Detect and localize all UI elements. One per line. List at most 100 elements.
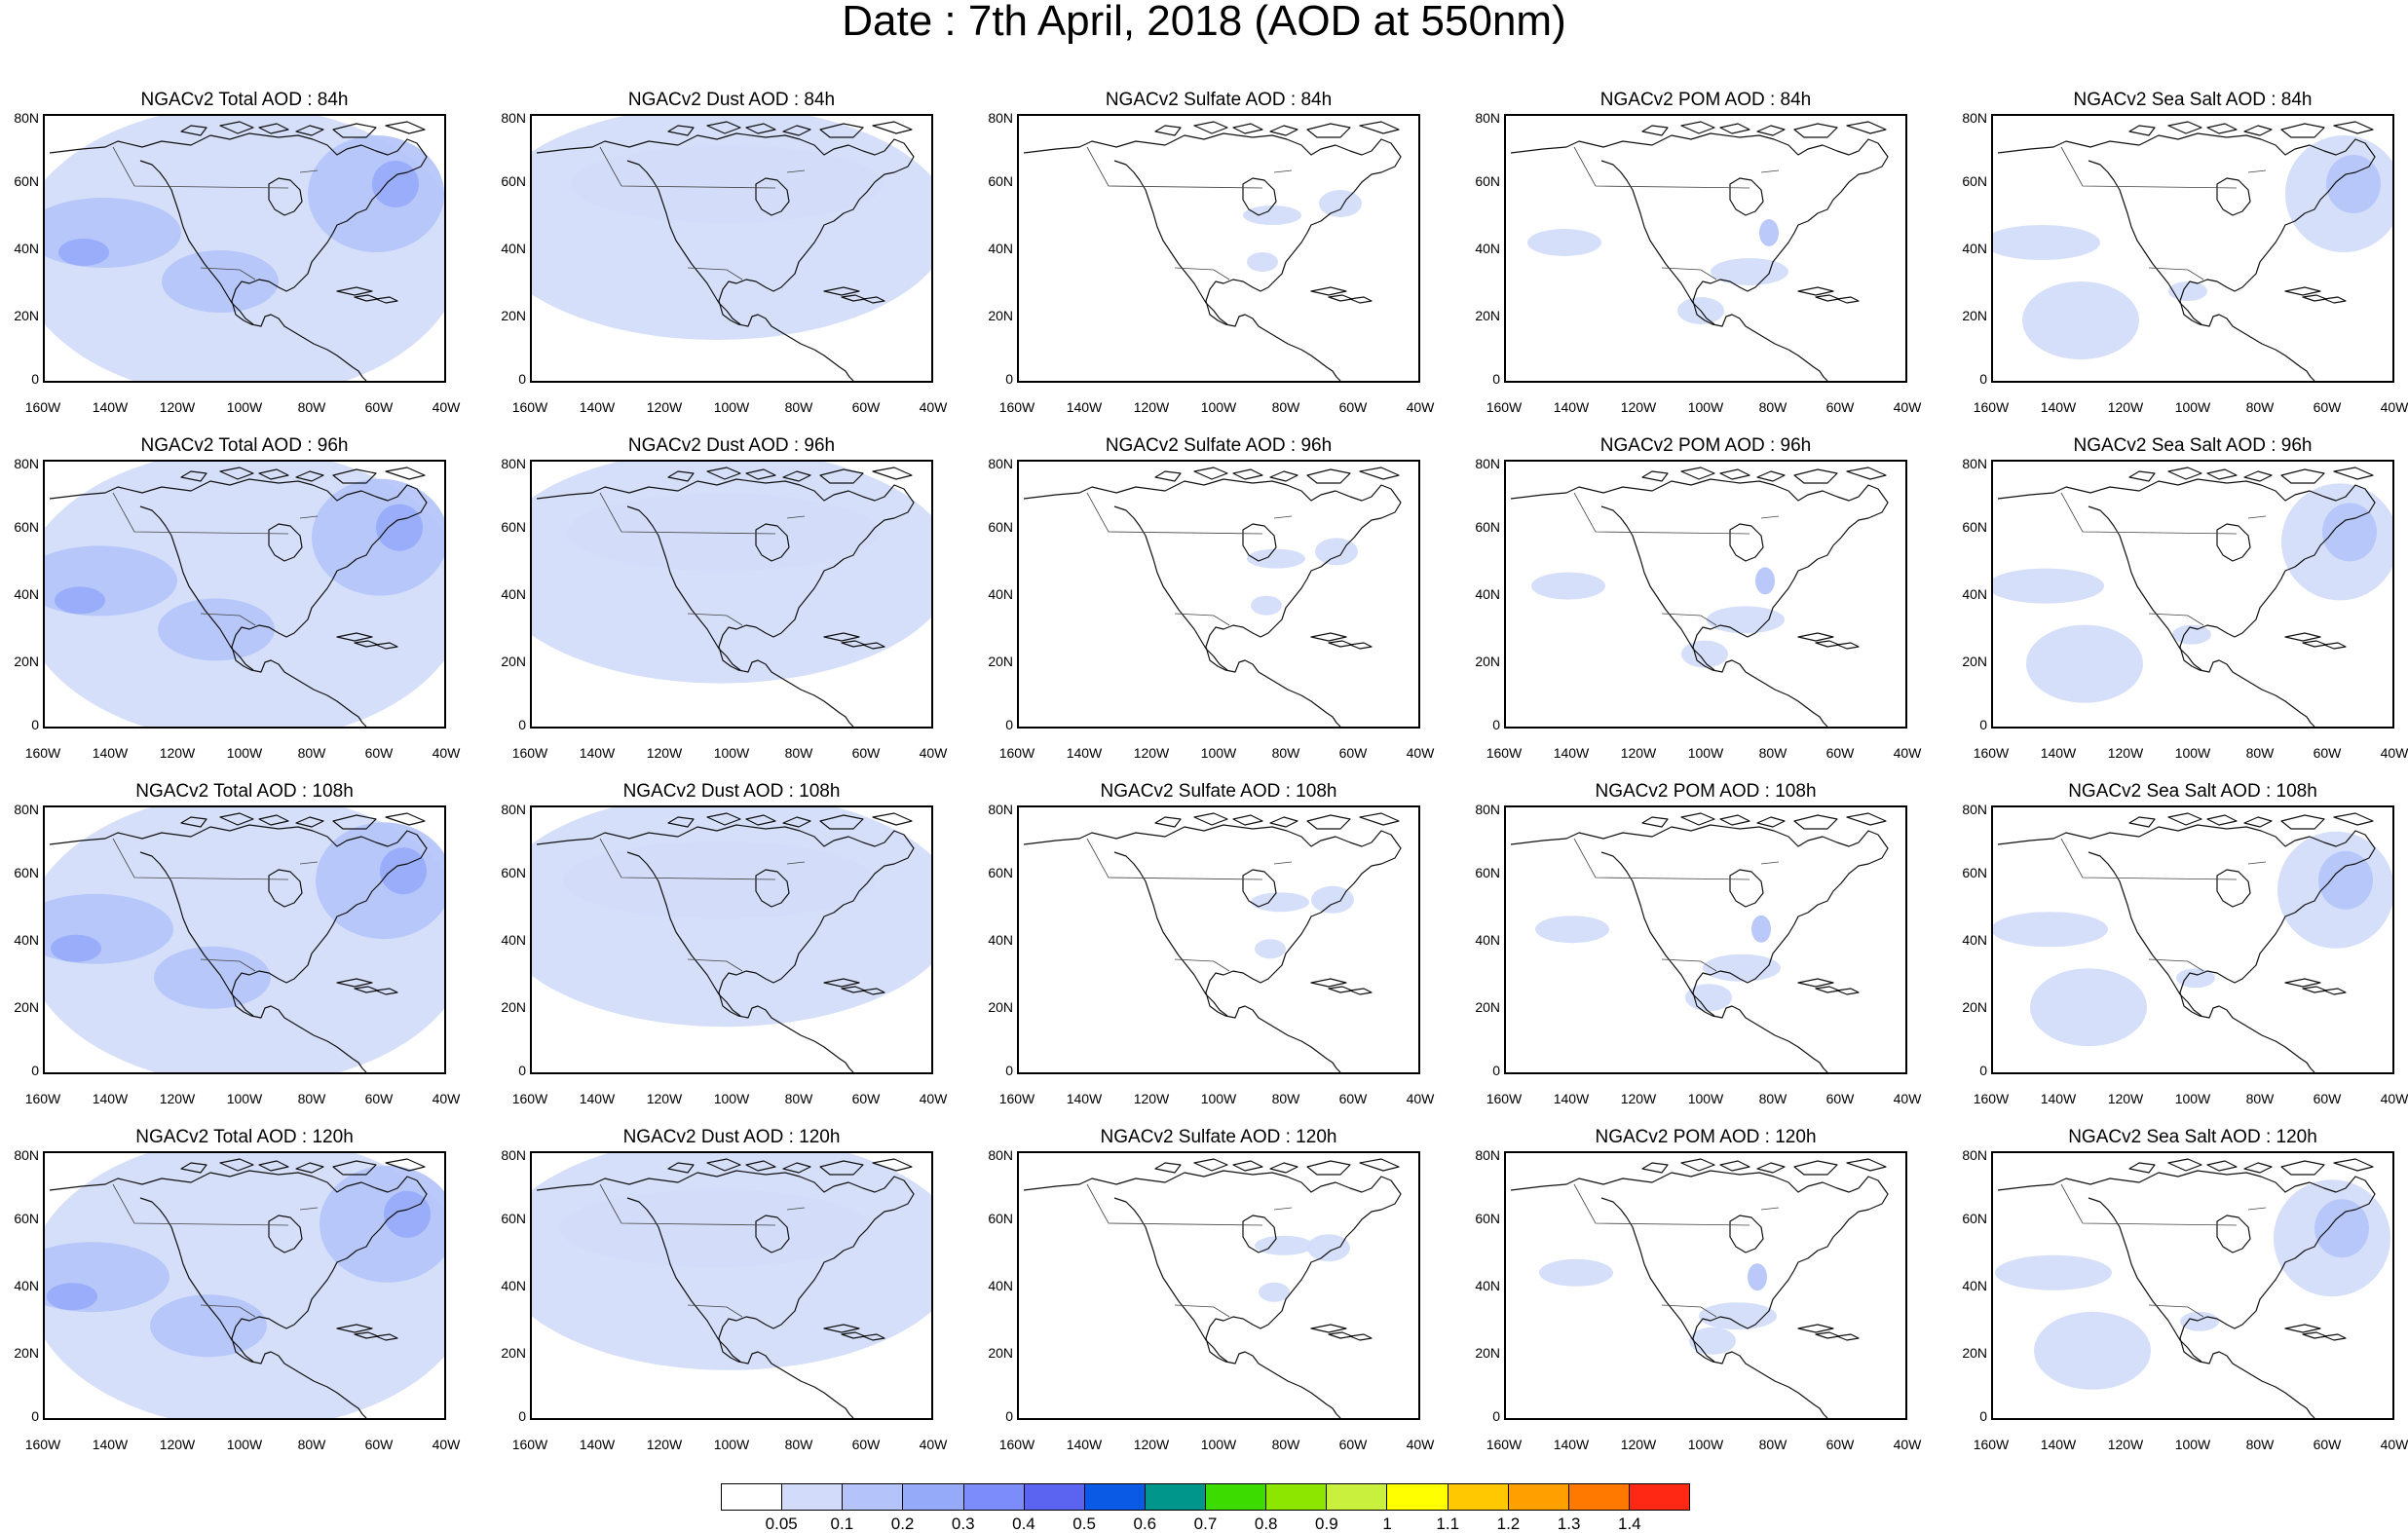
latitude-tick-label: 20N: [988, 308, 1013, 323]
island: [706, 121, 741, 134]
aod-plume: [2026, 624, 2143, 703]
latitude-tick-label: 60N: [501, 519, 526, 535]
political-border: [299, 515, 319, 519]
colorbar-tick-label: 1.2: [1496, 1514, 1521, 1533]
political-border: [786, 1207, 806, 1211]
island: [385, 121, 426, 134]
island: [1641, 1162, 1669, 1174]
panel-title: NGACv2 Sulfate AOD : 96h: [1105, 435, 1333, 456]
coastline: [536, 132, 915, 381]
aod-plume: [1243, 206, 1301, 225]
map-frame: [43, 460, 446, 729]
longitude-tick-label: 60W: [364, 745, 394, 761]
island: [1836, 1333, 1860, 1341]
island: [819, 1160, 864, 1176]
coastline: [1023, 478, 1402, 727]
island: [2280, 123, 2325, 138]
island: [2333, 467, 2374, 480]
longitude-tick-label: 120W: [2107, 1437, 2144, 1452]
longitude-tick-label: 160W: [1486, 1437, 1523, 1452]
coastline: [49, 478, 428, 727]
longitude-tick-label: 100W: [2174, 1091, 2211, 1106]
longitude-tick-label: 160W: [998, 745, 1035, 761]
colorbar-tick-label: 1: [1382, 1514, 1392, 1533]
map-canvas: [1023, 121, 1402, 381]
colorbar-swatch: [782, 1484, 844, 1510]
west-coastline: [626, 1197, 741, 1363]
map-frame: [1504, 114, 1907, 383]
aod-plume: [2022, 281, 2139, 359]
island: [862, 988, 885, 995]
hudson-bay: [268, 177, 303, 216]
map-panel: NGACv2 Dust AOD : 84h 80N 60N 40N 20N 0 160W 14…: [487, 91, 974, 436]
aod-plume: [58, 239, 109, 266]
island: [745, 123, 776, 134]
island: [258, 1160, 289, 1172]
aod-plume: [1531, 572, 1605, 600]
island: [1680, 812, 1715, 826]
aod-plume: [2168, 281, 2207, 301]
map-canvas: [1993, 812, 2392, 1072]
map-frame: [1504, 460, 1907, 729]
political-border: [1573, 1183, 1750, 1226]
island: [1680, 121, 1715, 134]
longitude-tick-label: 160W: [24, 745, 61, 761]
latitude-tick-label: 40N: [1475, 586, 1500, 602]
latitude-tick-label: 80N: [1475, 110, 1500, 126]
colorbar-tick-label: 0.6: [1133, 1514, 1157, 1533]
political-border: [1661, 267, 1717, 280]
latitude-tick-label: 40N: [14, 586, 39, 602]
longitude-tick-label: 60W: [851, 1091, 881, 1106]
longitude-tick-label: 40W: [1893, 745, 1922, 761]
island: [2206, 123, 2238, 134]
latitude-tick-label: 0: [518, 717, 526, 732]
longitude-tick-label: 160W: [1973, 399, 2010, 415]
longitude-tick-label: 60W: [364, 1091, 394, 1106]
latitude-tick-label: 20N: [988, 1345, 1013, 1361]
island: [2167, 467, 2202, 480]
longitude-tick-label: 40W: [432, 1437, 461, 1452]
latitude-tick-label: 20N: [501, 1345, 526, 1361]
island: [1154, 816, 1182, 828]
island: [2323, 988, 2347, 995]
island: [2333, 121, 2374, 134]
political-border: [687, 267, 743, 280]
aod-plume: [312, 478, 444, 596]
latitude-tick-label: 20N: [988, 999, 1013, 1015]
latitude-tick-label: 20N: [988, 654, 1013, 669]
longitude-tick-label: 60W: [851, 1437, 881, 1452]
island: [2280, 1160, 2325, 1176]
longitude-tick-label: 40W: [2380, 1091, 2408, 1106]
political-border: [1573, 492, 1750, 535]
political-border: [2247, 169, 2267, 173]
map-panel: NGACv2 Sulfate AOD : 96h 80N 60N 40N 20N 0 160…: [974, 436, 1461, 782]
coastline: [1510, 1170, 1889, 1418]
island: [1359, 467, 1400, 480]
island: [1797, 632, 1834, 642]
longitude-tick-label: 80W: [2245, 1091, 2275, 1106]
longitude-tick-label: 120W: [1620, 399, 1657, 415]
island: [1349, 1333, 1373, 1341]
island: [1154, 470, 1182, 482]
political-border: [200, 958, 256, 972]
longitude-tick-label: 40W: [919, 1437, 948, 1452]
longitude-tick-label: 160W: [1486, 399, 1523, 415]
panel-title: NGACv2 POM AOD : 84h: [1599, 90, 1812, 110]
longitude-tick-label: 60W: [2313, 745, 2342, 761]
aod-plume: [1707, 606, 1785, 634]
aod-plume: [1699, 1302, 1777, 1330]
longitude-tick-label: 40W: [2380, 745, 2408, 761]
colorbar-swatch: [1448, 1484, 1509, 1510]
island: [819, 123, 864, 138]
island: [1349, 296, 1373, 304]
political-border: [112, 492, 289, 535]
aod-plume: [384, 1190, 431, 1238]
latitude-tick-label: 20N: [1962, 308, 1987, 323]
latitude-tick-label: 80N: [1962, 1147, 1987, 1163]
island: [1306, 123, 1351, 138]
map-frame: [530, 460, 933, 729]
map-canvas: [1510, 467, 1889, 727]
political-border: [599, 492, 776, 535]
latitude-tick-label: 60N: [501, 1211, 526, 1226]
island: [1719, 468, 1750, 480]
